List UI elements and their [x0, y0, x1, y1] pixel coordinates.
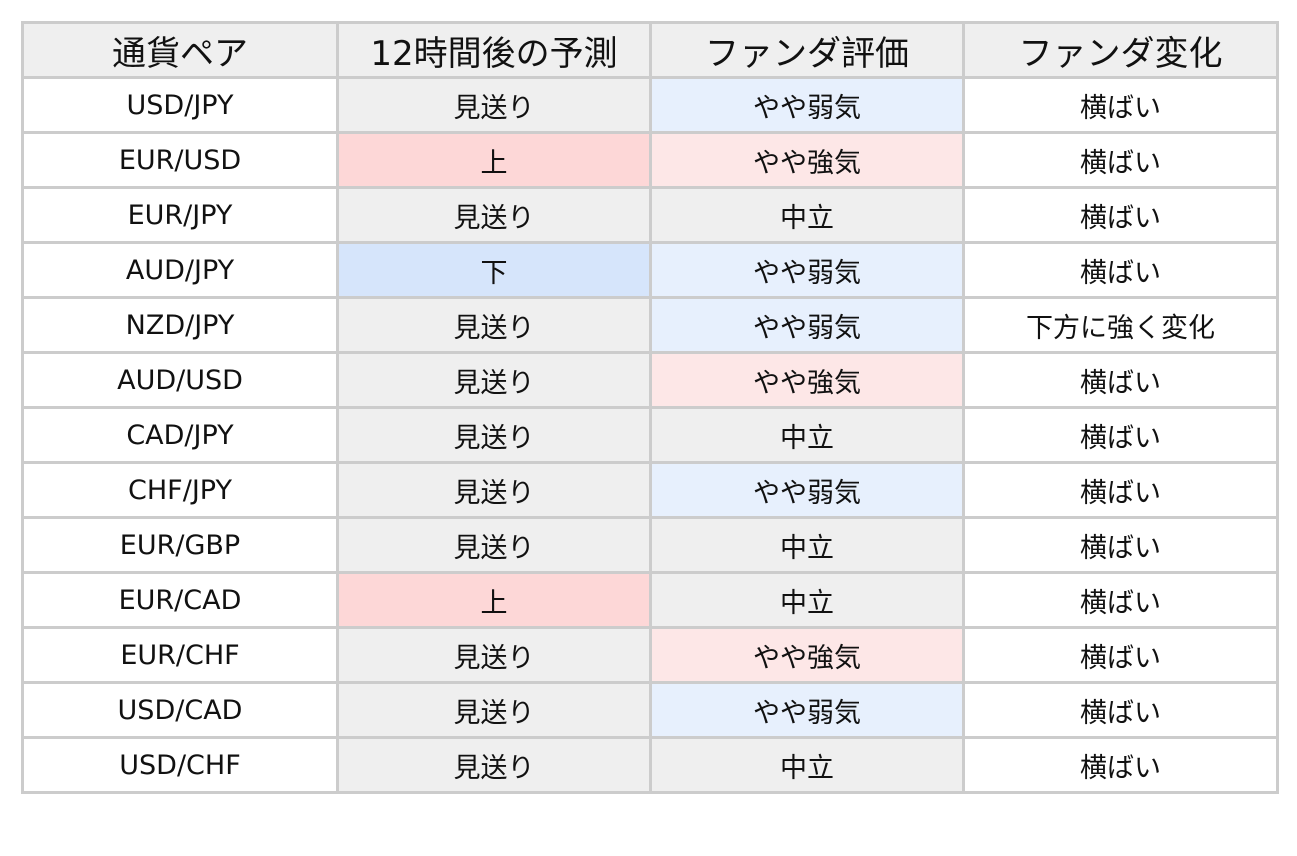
cell-pair: AUD/JPY: [21, 241, 339, 299]
cell-fundamental: やや強気: [649, 626, 965, 684]
cell-forecast: 見送り: [336, 186, 652, 244]
table-row: USD/JPY 見送り やや弱気 横ばい: [21, 76, 1279, 134]
cell-fundamental: やや強気: [649, 131, 965, 189]
header-change: ファンダ変化: [962, 21, 1279, 79]
cell-forecast: 見送り: [336, 736, 652, 794]
cell-fundamental: 中立: [649, 516, 965, 574]
cell-change: 横ばい: [962, 406, 1279, 464]
table-row: AUD/USD 見送り やや強気 横ばい: [21, 351, 1279, 409]
cell-change: 下方に強く変化: [962, 296, 1279, 354]
table-row: EUR/CAD 上中立 横ばい: [21, 571, 1279, 629]
cell-change: 横ばい: [962, 736, 1279, 794]
cell-forecast: 見送り: [336, 626, 652, 684]
forecast-table: 通貨ペア 12時間後の予測 ファンダ評価 ファンダ変化 USD/JPY 見送り やや…: [21, 21, 1279, 794]
cell-fundamental: やや弱気: [649, 296, 965, 354]
cell-pair: EUR/CAD: [21, 571, 339, 629]
cell-change: 横ばい: [962, 571, 1279, 629]
cell-pair: NZD/JPY: [21, 296, 339, 354]
header-fundamental: ファンダ評価: [649, 21, 965, 79]
cell-fundamental: やや弱気: [649, 76, 965, 134]
table-row: AUD/JPY 下やや弱気 横ばい: [21, 241, 1279, 299]
cell-fundamental: 中立: [649, 186, 965, 244]
cell-change: 横ばい: [962, 626, 1279, 684]
cell-fundamental: やや弱気: [649, 461, 965, 519]
cell-fundamental: 中立: [649, 571, 965, 629]
cell-forecast: 上: [336, 571, 652, 629]
header-forecast: 12時間後の予測: [336, 21, 652, 79]
cell-forecast: 上: [336, 131, 652, 189]
cell-forecast: 見送り: [336, 681, 652, 739]
cell-forecast: 下: [336, 241, 652, 299]
cell-change: 横ばい: [962, 461, 1279, 519]
cell-forecast: 見送り: [336, 351, 652, 409]
cell-change: 横ばい: [962, 681, 1279, 739]
cell-pair: CHF/JPY: [21, 461, 339, 519]
table-row: NZD/JPY 見送り やや弱気 下方に強く変化: [21, 296, 1279, 354]
table-row: EUR/USD 上やや強気 横ばい: [21, 131, 1279, 189]
cell-fundamental: 中立: [649, 736, 965, 794]
table-row: CHF/JPY 見送り やや弱気 横ばい: [21, 461, 1279, 519]
cell-fundamental: 中立: [649, 406, 965, 464]
cell-forecast: 見送り: [336, 296, 652, 354]
cell-pair: USD/CAD: [21, 681, 339, 739]
table-row: EUR/JPY 見送り 中立 横ばい: [21, 186, 1279, 244]
cell-pair: USD/JPY: [21, 76, 339, 134]
cell-pair: EUR/GBP: [21, 516, 339, 574]
cell-pair: CAD/JPY: [21, 406, 339, 464]
cell-pair: EUR/CHF: [21, 626, 339, 684]
table-row: USD/CHF 見送り 中立 横ばい: [21, 736, 1279, 794]
cell-change: 横ばい: [962, 186, 1279, 244]
cell-change: 横ばい: [962, 516, 1279, 574]
cell-change: 横ばい: [962, 241, 1279, 299]
cell-pair: AUD/USD: [21, 351, 339, 409]
cell-forecast: 見送り: [336, 76, 652, 134]
table-row: EUR/CHF 見送り やや強気 横ばい: [21, 626, 1279, 684]
cell-change: 横ばい: [962, 351, 1279, 409]
cell-forecast: 見送り: [336, 516, 652, 574]
table-row: CAD/JPY 見送り 中立 横ばい: [21, 406, 1279, 464]
cell-pair: EUR/USD: [21, 131, 339, 189]
cell-change: 横ばい: [962, 131, 1279, 189]
cell-forecast: 見送り: [336, 406, 652, 464]
table-row: EUR/GBP 見送り 中立 横ばい: [21, 516, 1279, 574]
header-row: 通貨ペア 12時間後の予測 ファンダ評価 ファンダ変化: [21, 21, 1279, 79]
cell-pair: EUR/JPY: [21, 186, 339, 244]
header-pair: 通貨ペア: [21, 21, 339, 79]
cell-fundamental: やや弱気: [649, 241, 965, 299]
cell-forecast: 見送り: [336, 461, 652, 519]
cell-change: 横ばい: [962, 76, 1279, 134]
cell-pair: USD/CHF: [21, 736, 339, 794]
cell-fundamental: やや強気: [649, 351, 965, 409]
cell-fundamental: やや弱気: [649, 681, 965, 739]
table-row: USD/CAD 見送り やや弱気 横ばい: [21, 681, 1279, 739]
